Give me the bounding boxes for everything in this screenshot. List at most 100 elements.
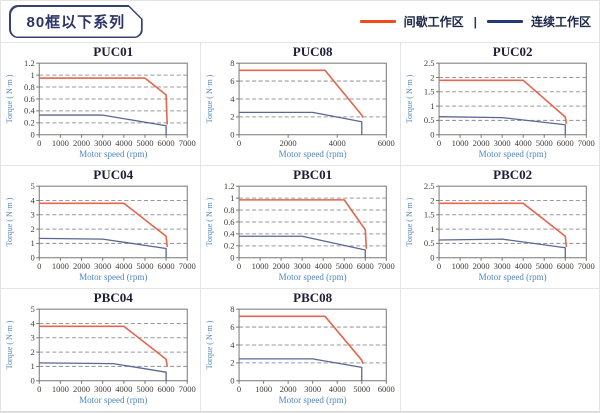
svg-text:1000: 1000 [451, 138, 468, 148]
chart-cell-puc01: PUC01 0 0.2 0.4 0.6 0.8 1 1.2 0 1000 2000 3000 4000 5… [1, 42, 201, 165]
empty-cell [399, 288, 599, 411]
gridlines [39, 322, 188, 367]
svg-text:4: 4 [30, 318, 35, 328]
svg-text:2: 2 [231, 112, 235, 122]
svg-text:1000: 1000 [255, 384, 272, 394]
y-axis-label: Torque ( N·m ) [5, 320, 14, 369]
svg-text:0.4: 0.4 [224, 229, 235, 239]
intermittent-zone-curve [438, 202, 567, 247]
x-axis-label: Motor speed (rpm) [79, 395, 147, 405]
gridlines [39, 74, 188, 124]
svg-text:2000: 2000 [472, 261, 489, 271]
axis-ticks: 0 1 2 3 4 5 0 1000 2000 3000 4000 5000 6000 7000 [30, 304, 195, 394]
svg-text:2.5: 2.5 [424, 181, 435, 191]
continuous-zone-curve [39, 114, 167, 135]
svg-text:1.2: 1.2 [224, 181, 235, 191]
svg-text:8: 8 [231, 58, 235, 68]
svg-text:0: 0 [237, 138, 241, 148]
chart-title: PBC08 [293, 290, 332, 305]
svg-text:5: 5 [30, 181, 34, 191]
svg-text:2000: 2000 [472, 138, 489, 148]
svg-text:0: 0 [37, 138, 41, 148]
svg-text:0: 0 [237, 384, 241, 394]
chart-title: PBC02 [493, 167, 532, 182]
svg-text:3: 3 [30, 210, 34, 220]
chart-cell-pbc01: PBC01 0 0.2 0.4 0.6 0.8 1 1.2 0 1000 2000 3000 4000 5… [200, 165, 400, 288]
svg-text:1000: 1000 [52, 261, 69, 271]
y-axis-label: Torque ( N·m ) [205, 320, 214, 369]
x-axis-label: Motor speed (rpm) [279, 149, 347, 159]
svg-text:7000: 7000 [179, 138, 196, 148]
continuous-zone-label: 连续工作区 [530, 15, 591, 29]
svg-text:1.5: 1.5 [424, 210, 435, 220]
svg-text:0: 0 [237, 261, 241, 271]
gridlines [438, 76, 586, 121]
chart-grid: PUC01 0 0.2 0.4 0.6 0.8 1 1.2 0 1000 2000 3000 4000 5… [1, 42, 599, 411]
svg-text:0: 0 [430, 130, 434, 140]
svg-text:6: 6 [231, 322, 236, 332]
legend: 间歇工作区 | 连续工作区 [359, 13, 593, 30]
plot-border [438, 185, 587, 259]
series-title: 80框以下系列 [11, 7, 142, 37]
svg-text:0: 0 [231, 253, 235, 263]
intermittent-zone-line-icon [359, 20, 396, 23]
svg-text:2000: 2000 [73, 261, 90, 271]
svg-text:2.5: 2.5 [424, 58, 435, 68]
series-title-badge: 80框以下系列 [9, 5, 143, 38]
svg-text:1000: 1000 [252, 261, 269, 271]
x-axis-label: Motor speed (rpm) [79, 272, 147, 282]
svg-text:6: 6 [231, 76, 236, 86]
chart-title: PUC08 [293, 44, 333, 59]
chart-cell-pbc02: PBC02 0 0.5 1 1.5 2 2.5 0 1000 2000 3000 4000 5000 60… [399, 165, 599, 288]
svg-text:5000: 5000 [535, 261, 552, 271]
svg-text:1: 1 [30, 361, 34, 371]
svg-text:7000: 7000 [577, 261, 594, 271]
continuous-zone-curve [39, 237, 167, 258]
x-axis-label: Motor speed (rpm) [478, 149, 546, 159]
svg-text:7000: 7000 [378, 261, 395, 271]
svg-text:1.5: 1.5 [424, 87, 435, 97]
svg-text:5000: 5000 [354, 384, 371, 394]
svg-text:1000: 1000 [451, 261, 468, 271]
svg-text:5000: 5000 [136, 261, 153, 271]
svg-text:5: 5 [30, 304, 34, 314]
chart-title: PUC01 [93, 44, 133, 59]
x-axis-label: Motor speed (rpm) [279, 395, 347, 405]
svg-text:3000: 3000 [294, 261, 311, 271]
svg-text:3000: 3000 [94, 384, 111, 394]
axis-ticks: 0 0.5 1 1.5 2 2.5 0 1000 2000 3000 4000 5000 6000 700… [424, 58, 595, 148]
svg-text:0: 0 [437, 261, 441, 271]
svg-text:0.6: 0.6 [24, 94, 35, 104]
axis-ticks: 00.20.40.60.811.20 1000 2000 3000 4000 5000 60… [24, 58, 196, 148]
y-axis-label: Torque ( N·m ) [405, 74, 414, 123]
axis-ticks: 00.20.40.60.811.20 1000 2000 3000 4000 5000 60… [224, 181, 395, 271]
intermittent-zone-curve [39, 202, 169, 248]
axis-ticks: 0 2 4 6 8 0 1000 2000 3000 4000 5000 6000 [231, 304, 396, 394]
svg-text:0.6: 0.6 [224, 217, 235, 227]
continuous-zone-curve [239, 358, 363, 381]
svg-text:3000: 3000 [493, 261, 510, 271]
svg-text:2000: 2000 [73, 384, 90, 394]
svg-text:0.2: 0.2 [24, 118, 35, 128]
gridlines [239, 80, 387, 118]
svg-text:0: 0 [30, 376, 34, 386]
svg-text:5000: 5000 [336, 261, 353, 271]
svg-text:3000: 3000 [305, 384, 322, 394]
torque-speed-chart: PBC02 0 0.5 1 1.5 2 2.5 0 1000 2000 3000 4000 5000 60… [405, 167, 595, 282]
svg-text:0.8: 0.8 [24, 82, 35, 92]
svg-text:4: 4 [30, 195, 35, 205]
torque-speed-chart: PUC04 0 1 2 3 4 5 0 1000 2000 3000 4000 5000 6000 7000… [5, 167, 196, 282]
svg-text:3: 3 [30, 333, 34, 343]
svg-text:0: 0 [437, 138, 441, 148]
svg-text:3000: 3000 [94, 261, 111, 271]
chart-title: PUC02 [492, 44, 532, 59]
torque-speed-chart: PBC04 0 1 2 3 4 5 0 1000 2000 3000 4000 5000 6000 7000… [5, 290, 196, 405]
svg-text:3000: 3000 [493, 138, 510, 148]
continuous-zone-curve [39, 362, 167, 381]
chart-title: PBC01 [293, 167, 332, 182]
svg-text:4000: 4000 [315, 261, 332, 271]
svg-text:0.5: 0.5 [424, 115, 435, 125]
svg-text:2: 2 [30, 347, 34, 357]
svg-text:1: 1 [430, 224, 434, 234]
